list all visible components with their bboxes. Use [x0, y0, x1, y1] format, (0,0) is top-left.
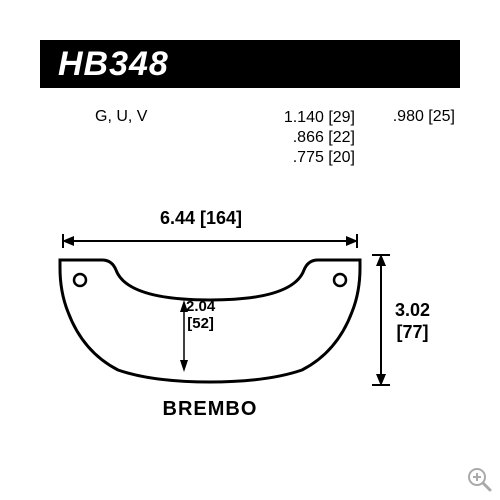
height-dimension-label: 3.02 [77]	[395, 300, 430, 343]
thickness-spec-1: 1.140 [29]	[235, 108, 355, 128]
width-dimension-line	[62, 234, 358, 248]
thickness-specs-col2: .980 [25]	[370, 108, 455, 126]
width-dimension-label: 6.44 [164]	[160, 208, 242, 229]
brand-label: BREMBO	[0, 398, 420, 421]
inner-dim-mm: [52]	[186, 315, 215, 332]
header-bar: HB348	[40, 40, 460, 88]
thickness-specs-col1: 1.140 [29] .866 [22] .775 [20]	[235, 108, 355, 168]
compounds-spec: G, U, V	[95, 108, 147, 126]
zoom-icon[interactable]	[466, 466, 492, 492]
thickness-spec-2: .866 [22]	[235, 128, 355, 148]
thickness-spec-3: .775 [20]	[235, 148, 355, 168]
part-number-title: HB348	[58, 45, 169, 84]
inner-dimension-label: 2.04 [52]	[186, 298, 215, 333]
height-dim-inches: 3.02	[395, 300, 430, 322]
height-dim-mm: [77]	[395, 322, 430, 344]
inner-dim-inches: 2.04	[186, 298, 215, 315]
height-dimension-line	[372, 252, 390, 388]
